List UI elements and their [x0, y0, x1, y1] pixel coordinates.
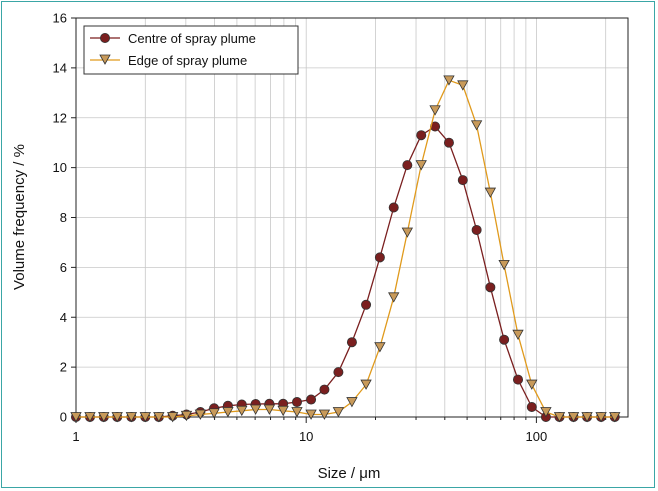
data-point	[222, 407, 234, 418]
series-line	[76, 125, 615, 418]
y-tick-label: 0	[60, 410, 67, 425]
data-point	[609, 412, 621, 423]
data-point	[277, 405, 289, 417]
legend-marker-edge	[99, 54, 111, 65]
y-axis-ticks: 0 2 4 6 8 10 12 14 16	[53, 11, 76, 425]
data-point	[513, 374, 524, 385]
data-point	[443, 137, 454, 148]
data-point	[166, 412, 179, 423]
data-point	[443, 75, 455, 86]
data-point	[305, 409, 317, 420]
data-point	[498, 259, 510, 271]
data-point	[332, 407, 345, 418]
legend-label-centre: Centre of spray plume	[128, 31, 256, 46]
data-point	[208, 408, 220, 419]
data-point	[595, 412, 607, 423]
grid	[75, 17, 628, 418]
data-point	[374, 252, 385, 263]
data-point	[512, 329, 524, 341]
y-tick-label: 10	[53, 160, 67, 175]
data-point	[180, 410, 193, 422]
data-point	[194, 409, 207, 420]
series-edge	[70, 75, 621, 423]
data-point	[485, 282, 496, 293]
data-point	[249, 404, 262, 415]
data-point	[429, 105, 441, 116]
data-point	[484, 187, 497, 198]
series-layer	[70, 75, 621, 423]
data-point	[111, 412, 123, 423]
legend-label-edge: Edge of spray plume	[128, 53, 247, 68]
legend-item-edge: Edge of spray plume	[90, 53, 247, 68]
data-point	[291, 397, 302, 408]
data-point	[499, 334, 510, 345]
data-point	[333, 367, 344, 378]
data-point	[388, 292, 400, 303]
legend: Centre of spray plume Edge of spray plum…	[83, 25, 299, 75]
data-point	[457, 80, 469, 91]
data-point	[360, 379, 372, 390]
data-point	[84, 412, 96, 423]
data-point	[402, 160, 413, 171]
data-point	[153, 412, 165, 423]
data-point	[125, 412, 138, 423]
legend-marker-centre	[100, 33, 111, 44]
data-point	[236, 405, 248, 417]
y-tick-label: 16	[53, 11, 67, 26]
data-point	[319, 384, 330, 395]
data-point	[306, 394, 317, 405]
data-point	[567, 412, 580, 423]
series-centre	[71, 121, 620, 422]
legend-box	[83, 25, 299, 75]
data-point	[70, 412, 82, 423]
series-line	[76, 79, 615, 418]
y-tick-label: 8	[60, 210, 67, 225]
data-point	[374, 342, 386, 353]
x-axis-ticks: 1 10 100	[72, 417, 607, 444]
data-point	[457, 175, 468, 186]
data-point	[346, 397, 358, 408]
data-point	[346, 337, 357, 348]
data-point	[401, 227, 414, 238]
data-point	[416, 130, 427, 141]
data-point	[526, 379, 538, 390]
data-point	[263, 404, 276, 415]
x-tick-label: 10	[299, 429, 313, 444]
x-tick-label: 1	[72, 429, 79, 444]
y-tick-label: 6	[60, 260, 67, 275]
data-point	[139, 412, 151, 423]
data-point	[291, 407, 303, 418]
data-point	[581, 412, 593, 423]
y-tick-label: 2	[60, 360, 67, 375]
data-point	[553, 412, 566, 423]
x-tick-label: 100	[526, 429, 548, 444]
y-tick-label: 14	[53, 60, 67, 75]
data-point	[540, 407, 552, 418]
legend-item-centre: Centre of spray plume	[90, 31, 256, 46]
data-point	[526, 402, 537, 413]
x-axis-title: Size / μm	[318, 465, 381, 482]
data-point	[361, 299, 372, 310]
data-point	[470, 120, 483, 131]
data-point	[388, 202, 399, 213]
y-axis-title: Volume frequency / %	[11, 144, 28, 290]
y-tick-label: 4	[60, 310, 67, 325]
data-point	[471, 224, 482, 235]
y-tick-label: 12	[53, 110, 67, 125]
data-point	[415, 160, 427, 171]
data-point	[318, 409, 331, 420]
data-point	[98, 412, 110, 423]
